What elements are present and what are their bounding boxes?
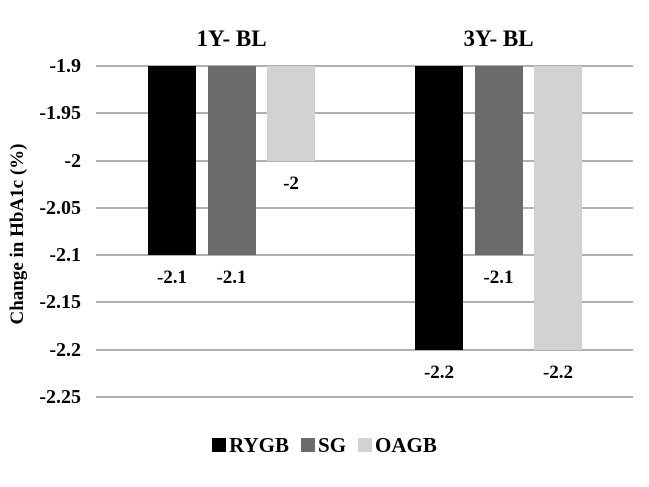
y-axis-tick-label: -1.95 (39, 102, 81, 125)
bar-oagb-1y (267, 66, 315, 161)
bar-value-label: -2.2 (423, 361, 455, 383)
bar-value-label: -2.1 (483, 267, 514, 289)
legend-item-sg: SG (301, 433, 346, 457)
legend-item-oagb: OAGB (358, 433, 437, 457)
bar-sg-3y (474, 66, 523, 256)
legend: RYGB SG OAGB (0, 433, 649, 457)
gridline (96, 348, 633, 351)
gridline (96, 301, 633, 304)
bar-rygb-3y (415, 66, 463, 350)
y-axis-tick-label: -2.15 (39, 291, 81, 314)
bar-value-label: -2.1 (156, 267, 188, 289)
legend-label: RYGB (229, 433, 290, 457)
gridline (96, 112, 633, 115)
y-axis-tick-label: -2.05 (39, 196, 81, 219)
legend-item-rygb: RYGB (212, 433, 289, 457)
gridline (96, 65, 633, 67)
legend-swatch-sg (301, 438, 316, 452)
group-title-3y-bl: 3Y- BL (463, 26, 534, 51)
gridline (96, 159, 633, 162)
bar-value-label: -2.1 (216, 267, 247, 289)
y-axis-tick-label: -1.9 (49, 55, 81, 77)
legend-label: SG (318, 433, 347, 457)
y-axis-tick-label: -2.25 (39, 386, 81, 408)
y-axis-tick-label: -2 (64, 149, 81, 172)
legend-swatch-oagb (358, 438, 373, 452)
bar-value-label: -2 (283, 172, 299, 194)
bar-sg-1y (207, 66, 256, 256)
gridline (96, 254, 633, 257)
y-axis-tick-label: -2.1 (49, 244, 81, 267)
group-title-1y-bl: 1Y- BL (196, 26, 267, 51)
gridline (96, 206, 633, 209)
bar-rygb-1y (148, 66, 196, 256)
bar-value-label: -2.2 (542, 361, 574, 383)
legend-swatch-rygb (212, 438, 227, 452)
y-axis-tick-label: -2.2 (49, 338, 81, 361)
bar-oagb-3y (534, 66, 582, 350)
legend-label: OAGB (375, 433, 437, 457)
gridline (96, 396, 633, 398)
